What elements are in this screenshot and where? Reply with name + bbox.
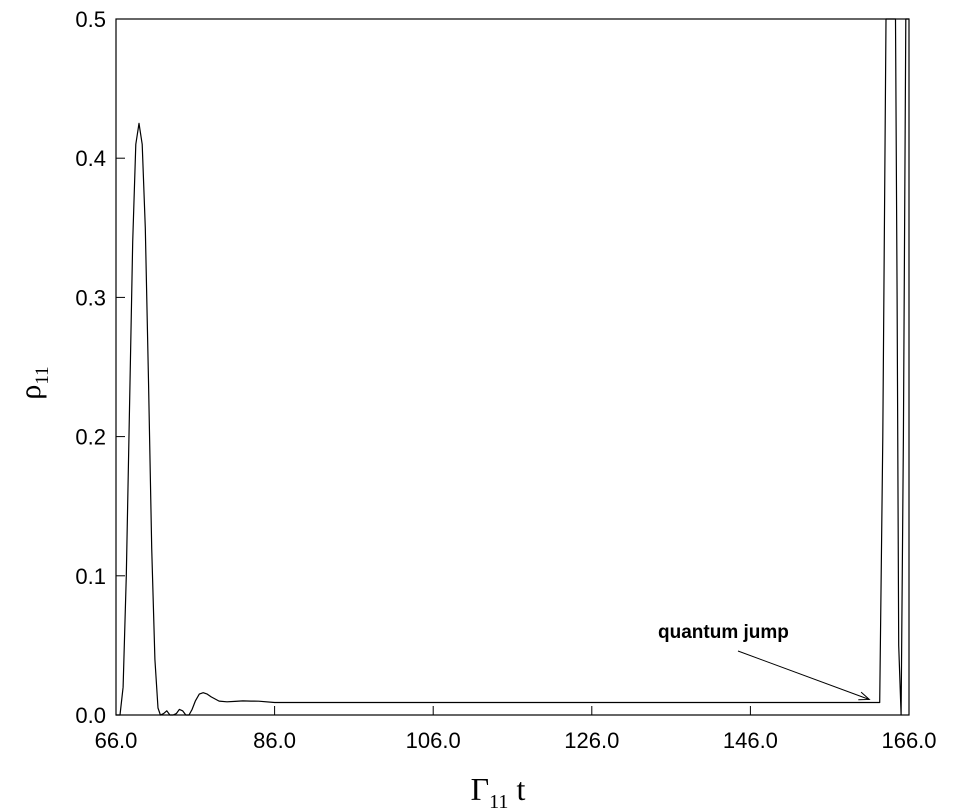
x-axis-title-main: Γ bbox=[471, 771, 490, 807]
annotation-quantum-jump: quantum jump bbox=[658, 622, 789, 643]
series-line bbox=[116, 18, 909, 716]
plot-frame bbox=[115, 18, 910, 716]
y-tick-label: 0.0 bbox=[75, 703, 106, 728]
x-tick-label: 126.0 bbox=[564, 728, 619, 753]
y-tick-label: 0.4 bbox=[75, 146, 106, 171]
x-tick-label: 166.0 bbox=[881, 728, 936, 753]
x-tick-label: 86.0 bbox=[253, 728, 296, 753]
x-axis-title-suffix: t bbox=[508, 771, 525, 807]
plot-area bbox=[115, 18, 910, 716]
x-axis-title-subscript: 11 bbox=[489, 791, 508, 812]
y-axis-title-main: ρ bbox=[14, 385, 47, 400]
annotation-layer: quantum jump bbox=[658, 622, 871, 701]
annotation-arrow bbox=[737, 650, 870, 700]
y-tick-label: 0.3 bbox=[75, 285, 106, 310]
annotation-arrowhead bbox=[858, 691, 871, 701]
y-tick-label: 0.5 bbox=[75, 7, 106, 32]
y-tick-label: 0.2 bbox=[75, 425, 106, 450]
y-axis-title: ρ11 bbox=[14, 366, 53, 399]
y-axis: 0.0 0.1 0.2 0.3 0.4 0.5 bbox=[75, 7, 125, 728]
y-tick-label: 0.1 bbox=[75, 564, 106, 589]
series-layer bbox=[116, 18, 909, 716]
y-axis-title-subscript: 11 bbox=[32, 366, 53, 384]
x-axis: 66.0 86.0 106.0 126.0 146.0 166.0 bbox=[95, 706, 937, 753]
x-tick-label: 66.0 bbox=[95, 728, 138, 753]
x-tick-label: 146.0 bbox=[723, 728, 778, 753]
x-axis-title: Γ11 t bbox=[471, 771, 526, 812]
x-tick-label: 106.0 bbox=[406, 728, 461, 753]
